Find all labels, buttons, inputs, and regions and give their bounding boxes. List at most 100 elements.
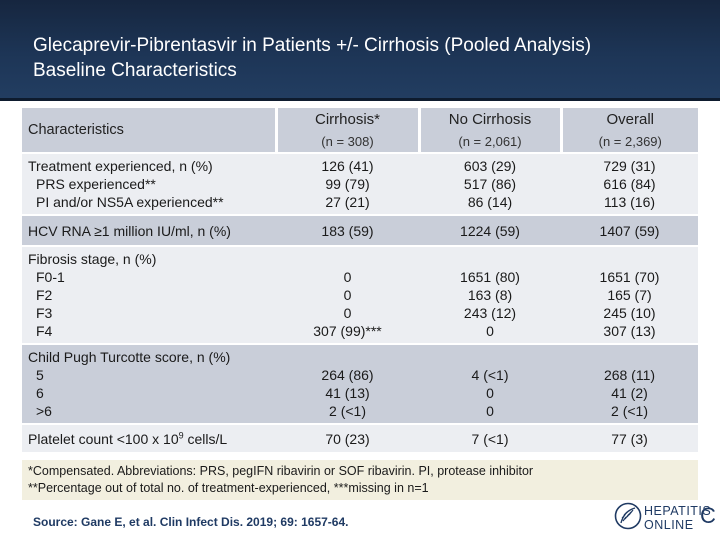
cell-value: 0	[486, 403, 494, 419]
row-label: Child Pugh Turcotte score, n (%) 5 6 >6	[22, 343, 276, 424]
cell-value: 307 (13)	[603, 323, 656, 339]
cell-value: 0	[486, 385, 494, 401]
row-label: Platelet count <100 x 109 cells/L	[22, 423, 276, 452]
cell-cirrhosis: 264 (86) 41 (13) 2 (<1)	[276, 343, 419, 424]
cell-value: 616 (84)	[603, 176, 656, 192]
cell-value: 1651 (70)	[599, 269, 660, 285]
header-characteristics: Characteristics	[22, 108, 278, 153]
cell-value: 70 (23)	[325, 430, 370, 447]
cell-cirrhosis: 0 0 0 307 (99)***	[276, 245, 419, 344]
cell-value: 4 (<1)	[471, 367, 509, 383]
header-n: (n = 2,061)	[458, 134, 522, 149]
row-label-sub: PI and/or NS5A experienced**	[36, 194, 224, 210]
cell-value: 603 (29)	[463, 158, 517, 174]
cell-no-cirrhosis: 4 (<1) 0 0	[419, 343, 561, 424]
cell-value: 163 (8)	[467, 287, 513, 303]
cell-value: 0	[343, 287, 352, 303]
table-row: Treatment experienced, n (%) PRS experie…	[22, 152, 698, 215]
footnote-line: **Percentage out of total no. of treatme…	[28, 481, 429, 495]
row-label-main: Fibrosis stage, n (%)	[28, 251, 157, 267]
cell-value: 245 (10)	[603, 305, 656, 321]
logo-letter-c: C	[700, 503, 716, 528]
table-row: HCV RNA ≥1 million IU/ml, n (%) 183 (59)…	[22, 214, 698, 246]
header-cirrhosis: Cirrhosis* (n = 308)	[276, 108, 421, 153]
row-label-superscript: 9	[178, 429, 184, 440]
cell-cirrhosis: 126 (41) 99 (79) 27 (21)	[276, 152, 419, 215]
cell-value: 86 (14)	[467, 194, 513, 210]
cell-value: 1224 (59)	[460, 222, 520, 239]
cell-value: 99 (79)	[325, 176, 370, 192]
row-label-sub: PRS experienced**	[36, 176, 156, 192]
cell-value: 264 (86)	[321, 367, 374, 383]
cell-overall: 77 (3)	[561, 423, 698, 452]
logo-word-online: ONLINE	[644, 518, 694, 532]
cell-no-cirrhosis: 1651 (80) 163 (8) 243 (12) 0	[419, 245, 561, 344]
cell-value: 77 (3)	[611, 430, 648, 447]
cell-value: 1651 (80)	[460, 269, 520, 285]
row-label-suffix: cells/L	[183, 430, 228, 447]
cell-value: 165 (7)	[607, 287, 652, 303]
cell-value: 307 (99)***	[313, 323, 382, 339]
row-label-sub: F4	[36, 323, 53, 339]
title-bar: Glecaprevir-Pibrentasvir in Patients +/-…	[0, 0, 720, 101]
header-n: (n = 2,369)	[598, 134, 662, 149]
cell-value: 113 (16)	[603, 194, 656, 210]
row-label-sub: >6	[36, 403, 52, 419]
cell-overall: 1407 (59)	[561, 214, 698, 246]
source-citation: Source: Gane E, et al. Clin Infect Dis. …	[33, 515, 349, 529]
row-label-main: Platelet count <100 x 10	[28, 430, 179, 447]
cell-no-cirrhosis: 7 (<1)	[419, 423, 561, 452]
row-label-sub: F0-1	[36, 269, 65, 285]
footnotes: *Compensated. Abbreviations: PRS, pegIFN…	[22, 460, 698, 500]
cell-value: 126 (41)	[321, 158, 374, 174]
baseline-characteristics-table: Characteristics Cirrhosis* (n = 308) No …	[22, 108, 698, 452]
cell-value: 1407 (59)	[599, 222, 660, 239]
row-label-main: HCV RNA ≥1 million IU/ml, n (%)	[28, 222, 231, 239]
cell-no-cirrhosis: 603 (29) 517 (86) 86 (14)	[419, 152, 561, 215]
cell-value: 0	[486, 323, 494, 339]
table-row: Platelet count <100 x 109 cells/L 70 (23…	[22, 423, 698, 452]
table-header-row: Characteristics Cirrhosis* (n = 308) No …	[22, 108, 698, 153]
table-row: Child Pugh Turcotte score, n (%) 5 6 >6 …	[22, 343, 698, 424]
cell-overall: 1651 (70) 165 (7) 245 (10) 307 (13)	[561, 245, 698, 344]
table-row: Fibrosis stage, n (%) F0-1 F2 F3 F4 0 0 …	[22, 245, 698, 344]
cell-value: 729 (31)	[603, 158, 656, 174]
logo-word-hepatitis: HEPATITIS	[644, 504, 712, 518]
row-label-main: Treatment experienced, n (%)	[28, 158, 213, 174]
slide-subtitle: Baseline Characteristics	[33, 60, 237, 81]
header-label: Characteristics	[28, 122, 124, 138]
cell-value: 243 (12)	[463, 305, 517, 321]
cell-cirrhosis: 183 (59)	[276, 214, 419, 246]
cell-value: 27 (21)	[325, 194, 370, 210]
cell-value: 2 (<1)	[329, 403, 366, 419]
row-label: HCV RNA ≥1 million IU/ml, n (%)	[22, 214, 276, 246]
row-label: Treatment experienced, n (%) PRS experie…	[22, 152, 276, 215]
footnote-line: *Compensated. Abbreviations: PRS, pegIFN…	[28, 464, 534, 478]
cell-value: 0	[343, 269, 352, 285]
row-label-sub: F2	[36, 287, 53, 303]
cell-value: 268 (11)	[603, 367, 656, 383]
cell-value: 183 (59)	[321, 222, 374, 239]
leaf-logo-icon	[614, 502, 642, 530]
row-label: Fibrosis stage, n (%) F0-1 F2 F3 F4	[22, 245, 276, 344]
cell-value: 41 (13)	[325, 385, 370, 401]
row-label-main: Child Pugh Turcotte score, n (%)	[28, 349, 231, 365]
cell-overall: 729 (31) 616 (84) 113 (16)	[561, 152, 698, 215]
cell-no-cirrhosis: 1224 (59)	[419, 214, 561, 246]
hepatitis-c-online-logo: HEPATITIS ONLINE C	[614, 500, 716, 536]
header-label: No Cirrhosis	[448, 111, 532, 128]
cell-overall: 268 (11) 41 (2) 2 (<1)	[561, 343, 698, 424]
header-label: Overall	[606, 111, 654, 128]
cell-value: 2 (<1)	[611, 403, 648, 419]
slide-title: Glecaprevir-Pibrentasvir in Patients +/-…	[33, 35, 592, 56]
cell-value: 41 (2)	[611, 385, 648, 401]
row-label-sub: 6	[36, 385, 44, 401]
row-label-sub: 5	[36, 367, 44, 383]
header-label: Cirrhosis*	[314, 111, 380, 128]
header-no-cirrhosis: No Cirrhosis (n = 2,061)	[419, 108, 563, 153]
cell-value: 7 (<1)	[471, 430, 509, 447]
header-overall: Overall (n = 2,369)	[561, 108, 698, 153]
header-n: (n = 308)	[321, 134, 374, 149]
cell-cirrhosis: 70 (23)	[276, 423, 419, 452]
cell-value: 0	[343, 305, 352, 321]
